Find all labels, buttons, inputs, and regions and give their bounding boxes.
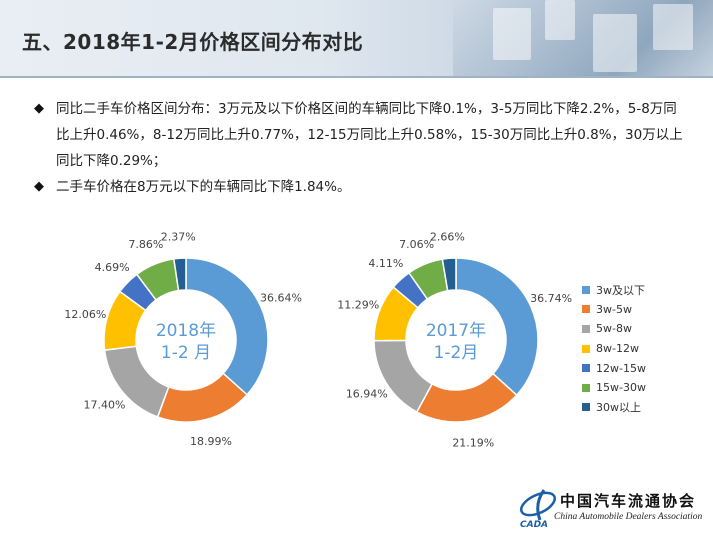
data-label: 4.11% bbox=[368, 257, 403, 270]
data-label: 7.06% bbox=[399, 238, 434, 251]
legend-label: 3w-5w bbox=[596, 302, 632, 316]
legend-swatch bbox=[582, 364, 590, 373]
legend-item: 5w-8w bbox=[582, 319, 646, 339]
center-label-line-2: 1-2月 bbox=[434, 343, 479, 363]
legend-item: 3w及以下 bbox=[582, 280, 646, 300]
legend-label: 12w-15w bbox=[596, 361, 646, 375]
legend-label: 30w以上 bbox=[596, 401, 641, 415]
data-label: 2.66% bbox=[430, 230, 465, 243]
header-photo bbox=[453, 0, 713, 76]
bullet-item-1: ◆ 同比二手车价格区间分布：3万元及以下价格区间的车辆同比下降0.1%，3-5万… bbox=[34, 96, 684, 174]
header-divider bbox=[0, 76, 713, 78]
logo-abbr: CADA bbox=[520, 520, 548, 530]
bullet-list: ◆ 同比二手车价格区间分布：3万元及以下价格区间的车辆同比下降0.1%，3-5万… bbox=[34, 96, 684, 200]
donut-slice-3w及以下 bbox=[455, 257, 539, 397]
donut-chart-2: 36.74% 21.19% 16.94% 11.29% 4.11% 7.06%2.66% 2… bbox=[337, 230, 572, 449]
data-label: 36.64% bbox=[260, 292, 302, 305]
data-label: 21.19% bbox=[452, 437, 494, 450]
legend-item: 8w-12w bbox=[582, 339, 646, 359]
donut-slice-5w-8w bbox=[373, 339, 434, 414]
data-label: 4.69% bbox=[95, 261, 130, 274]
legend-label: 15w-30w bbox=[596, 381, 646, 395]
data-label: 12.06% bbox=[64, 308, 106, 321]
logo-chinese-name: 中国汽车流通协会 bbox=[560, 492, 697, 510]
legend-item: 3w-5w bbox=[582, 300, 646, 320]
cada-logo: CADA 中国汽车流通协会 China Automobile Dealers A… bbox=[514, 486, 704, 530]
donut-slice-3w-5w bbox=[415, 372, 518, 423]
legend-label: 8w-12w bbox=[596, 342, 639, 356]
diamond-bullet-icon: ◆ bbox=[34, 101, 44, 116]
legend-swatch bbox=[582, 403, 590, 412]
data-label: 2.37% bbox=[161, 230, 196, 243]
data-label: 17.40% bbox=[84, 399, 126, 412]
legend-swatch bbox=[582, 285, 590, 294]
legend-item: 30w以上 bbox=[582, 398, 646, 418]
legend-label: 3w及以下 bbox=[596, 283, 645, 297]
donut-slice-30w以上 bbox=[441, 257, 457, 292]
bullet-item-2: ◆ 二手车价格在8万元以下的车辆同比下降1.84%。 bbox=[34, 174, 684, 200]
legend-swatch bbox=[582, 305, 590, 314]
donut-slice-3w及以下 bbox=[185, 257, 269, 396]
data-label: 18.99% bbox=[190, 435, 232, 448]
legend-label: 5w-8w bbox=[596, 322, 632, 336]
center-label-line-1: 2018年 bbox=[156, 321, 216, 341]
data-label: 11.29% bbox=[337, 299, 379, 312]
page-title: 五、2018年1-2月价格区间分布对比 bbox=[22, 30, 364, 54]
legend-swatch bbox=[582, 324, 590, 333]
data-label: 36.74% bbox=[530, 292, 572, 305]
legend-swatch bbox=[582, 344, 590, 353]
legend-swatch bbox=[582, 383, 590, 392]
center-label-line-1: 2017年 bbox=[426, 321, 486, 341]
donut-chart-1: 36.64% 18.99% 17.40% 12.06% 4.69% 7.86%2.37% 2… bbox=[64, 230, 302, 448]
diamond-bullet-icon: ◆ bbox=[34, 179, 44, 194]
cada-emblem-icon: CADA bbox=[519, 489, 557, 530]
chart-legend: 3w及以下 3w-5w 5w-8w 8w-12w 12w-15w 15w-30w 30w以上 bbox=[582, 280, 646, 417]
data-label: 7.86% bbox=[128, 238, 163, 251]
legend-item: 12w-15w bbox=[582, 358, 646, 378]
bullet-text-1: 同比二手车价格区间分布：3万元及以下价格区间的车辆同比下降0.1%，3-5万同比… bbox=[56, 101, 683, 169]
center-label-line-2: 1-2 月 bbox=[161, 343, 211, 363]
bullet-text-2: 二手车价格在8万元以下的车辆同比下降1.84%。 bbox=[56, 179, 351, 195]
data-label: 16.94% bbox=[346, 387, 388, 400]
donut-slice-30w以上 bbox=[172, 257, 187, 292]
legend-item: 15w-30w bbox=[582, 378, 646, 398]
header-banner: 五、2018年1-2月价格区间分布对比 bbox=[0, 0, 713, 76]
logo-english-name: China Automobile Dealers Association bbox=[554, 512, 703, 522]
